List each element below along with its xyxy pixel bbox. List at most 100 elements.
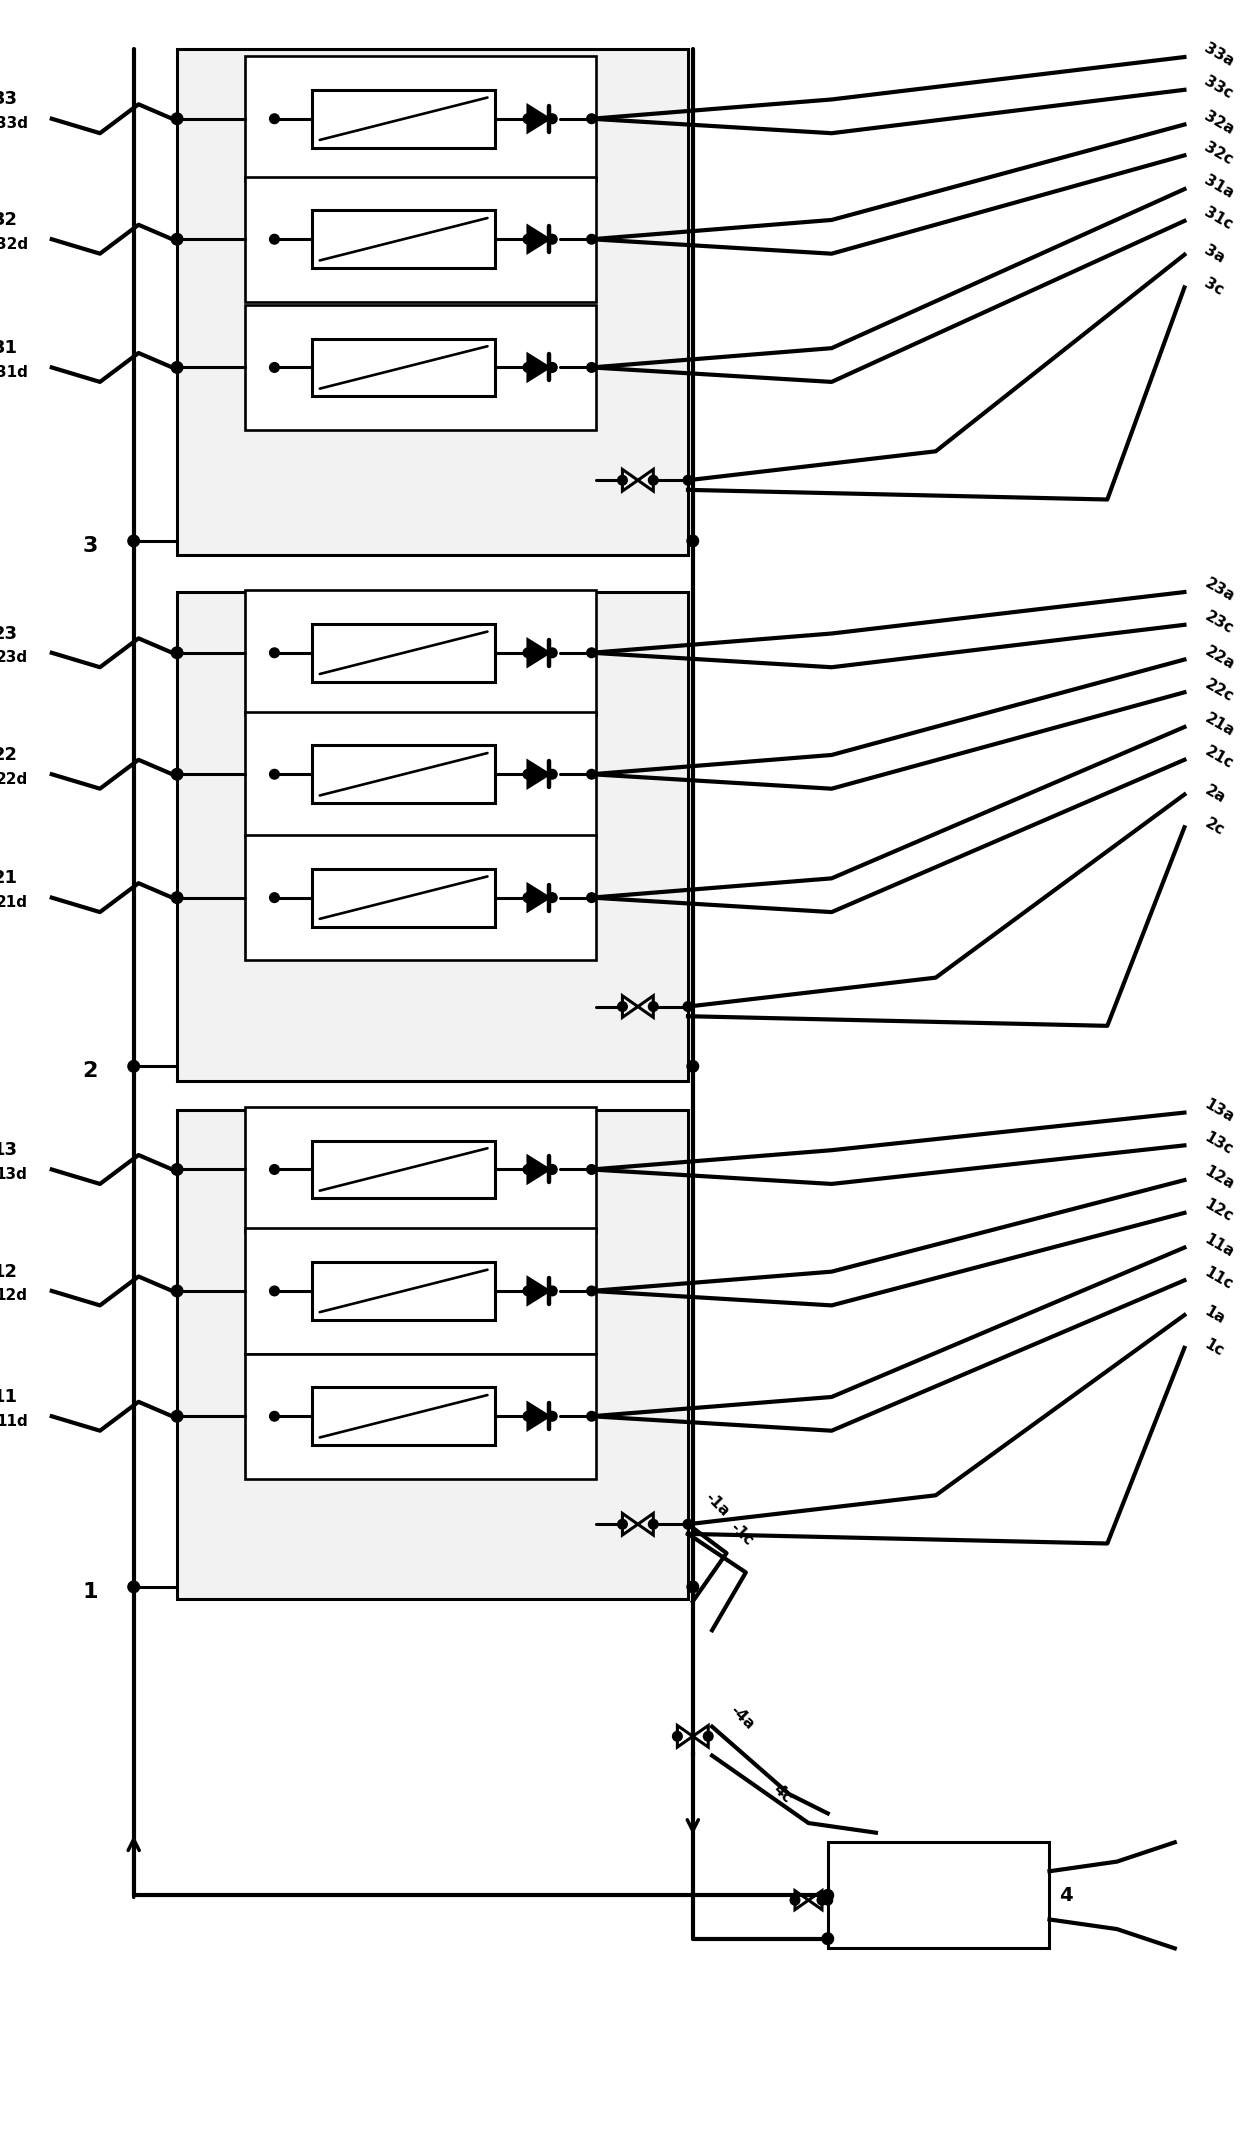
Circle shape xyxy=(269,363,279,371)
Circle shape xyxy=(618,476,627,485)
Circle shape xyxy=(269,648,279,657)
Circle shape xyxy=(683,1519,693,1530)
Circle shape xyxy=(649,1002,658,1011)
Circle shape xyxy=(822,1934,833,1944)
Text: 32: 32 xyxy=(0,210,19,230)
Circle shape xyxy=(269,893,279,903)
Circle shape xyxy=(269,234,279,245)
Text: 23a: 23a xyxy=(1202,575,1236,605)
Text: 23c: 23c xyxy=(1202,609,1235,637)
Circle shape xyxy=(547,1412,557,1421)
Bar xyxy=(244,56,596,182)
Polygon shape xyxy=(528,1277,549,1305)
Polygon shape xyxy=(528,225,549,253)
Text: 11: 11 xyxy=(0,1388,19,1406)
Text: -1a: -1a xyxy=(702,1489,733,1519)
Bar xyxy=(177,49,688,556)
Polygon shape xyxy=(528,762,549,788)
Text: 4c: 4c xyxy=(770,1781,795,1807)
Circle shape xyxy=(269,114,279,124)
Circle shape xyxy=(171,114,182,124)
Circle shape xyxy=(523,893,533,903)
Circle shape xyxy=(683,476,693,485)
Text: -1c: -1c xyxy=(727,1519,755,1547)
Text: 13d: 13d xyxy=(0,1167,27,1182)
Circle shape xyxy=(523,1165,533,1174)
Text: -4a: -4a xyxy=(727,1702,756,1732)
Circle shape xyxy=(587,1412,596,1421)
Bar xyxy=(312,745,495,803)
Text: 23d: 23d xyxy=(0,650,27,665)
Text: 32c: 32c xyxy=(1202,139,1235,167)
Circle shape xyxy=(687,1582,698,1592)
Text: 32a: 32a xyxy=(1202,107,1236,137)
Text: 1a: 1a xyxy=(1202,1303,1228,1326)
Text: 31c: 31c xyxy=(1202,206,1235,234)
Text: 2c: 2c xyxy=(1202,815,1226,839)
Circle shape xyxy=(171,363,182,373)
Text: 13a: 13a xyxy=(1202,1097,1236,1125)
Circle shape xyxy=(171,1163,182,1176)
Circle shape xyxy=(587,1165,596,1174)
Bar xyxy=(312,1386,495,1444)
Circle shape xyxy=(269,1165,279,1174)
Text: 11c: 11c xyxy=(1202,1264,1235,1292)
Circle shape xyxy=(171,893,182,903)
Circle shape xyxy=(547,1285,557,1296)
Bar xyxy=(177,1109,688,1599)
Text: 21c: 21c xyxy=(1202,745,1235,773)
Circle shape xyxy=(547,893,557,903)
Bar xyxy=(244,176,596,303)
Circle shape xyxy=(523,770,533,779)
Bar xyxy=(312,90,495,148)
Circle shape xyxy=(523,1412,533,1421)
Circle shape xyxy=(587,363,596,371)
Circle shape xyxy=(587,648,596,657)
Circle shape xyxy=(547,770,557,779)
Bar xyxy=(312,869,495,927)
Text: 2: 2 xyxy=(83,1060,98,1082)
Bar xyxy=(244,712,596,837)
Text: 31a: 31a xyxy=(1202,174,1236,202)
Bar xyxy=(312,1262,495,1320)
Text: 1: 1 xyxy=(83,1582,98,1601)
Circle shape xyxy=(687,1060,698,1073)
Text: 12c: 12c xyxy=(1202,1197,1235,1225)
Text: 33a: 33a xyxy=(1202,41,1236,69)
Circle shape xyxy=(171,1285,182,1296)
Text: 21d: 21d xyxy=(0,895,27,910)
Bar xyxy=(312,210,495,268)
Circle shape xyxy=(523,363,533,371)
Text: 23: 23 xyxy=(0,624,19,642)
Text: 11a: 11a xyxy=(1202,1232,1236,1260)
Polygon shape xyxy=(528,105,549,131)
Circle shape xyxy=(269,1285,279,1296)
Text: 12a: 12a xyxy=(1202,1163,1236,1193)
Circle shape xyxy=(587,770,596,779)
Bar xyxy=(312,339,495,397)
Bar xyxy=(828,1841,1049,1949)
Polygon shape xyxy=(528,1403,549,1429)
Text: 4: 4 xyxy=(1059,1886,1073,1906)
Bar xyxy=(177,592,688,1082)
Text: 3a: 3a xyxy=(1202,242,1228,266)
Circle shape xyxy=(171,768,182,779)
Circle shape xyxy=(618,1519,627,1530)
Bar xyxy=(244,1228,596,1354)
Circle shape xyxy=(547,648,557,657)
Bar xyxy=(244,305,596,429)
Bar xyxy=(312,624,495,682)
Text: 22a: 22a xyxy=(1202,644,1236,672)
Circle shape xyxy=(269,770,279,779)
Text: 11d: 11d xyxy=(0,1414,27,1429)
Text: 12: 12 xyxy=(0,1262,19,1281)
Text: 22c: 22c xyxy=(1202,676,1236,704)
Circle shape xyxy=(523,1285,533,1296)
Polygon shape xyxy=(528,884,549,910)
Circle shape xyxy=(523,234,533,245)
Text: 2a: 2a xyxy=(1202,783,1228,807)
Bar xyxy=(244,590,596,715)
Circle shape xyxy=(587,893,596,903)
Text: 3c: 3c xyxy=(1202,277,1226,298)
Text: 33c: 33c xyxy=(1202,73,1235,103)
